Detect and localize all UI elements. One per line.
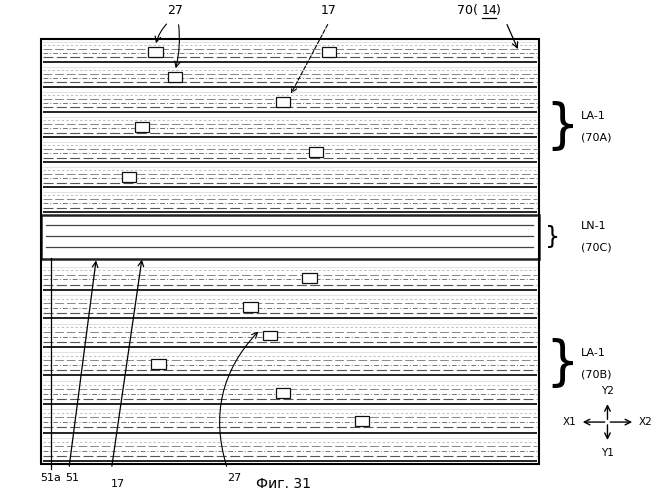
Bar [168, 72, 182, 82]
Bar [276, 388, 290, 398]
Text: 70(: 70( [457, 4, 478, 17]
Bar [122, 172, 136, 182]
Text: LA-1: LA-1 [581, 348, 606, 358]
Text: X1: X1 [563, 417, 576, 427]
Bar [243, 302, 257, 312]
Text: (70B): (70B) [581, 370, 612, 380]
Text: X2: X2 [638, 417, 652, 427]
Bar [355, 416, 369, 426]
Text: Y2: Y2 [601, 386, 614, 396]
Text: }: } [545, 101, 579, 153]
Text: LN-1: LN-1 [581, 221, 607, 231]
Text: ): ) [496, 4, 501, 17]
Text: }: } [545, 338, 579, 390]
Text: (70C): (70C) [581, 242, 612, 252]
Text: (70A): (70A) [581, 133, 612, 143]
Text: 51: 51 [65, 473, 79, 483]
Bar [309, 147, 323, 157]
Text: 17: 17 [111, 479, 125, 489]
Bar [322, 47, 336, 57]
Text: Фиг. 31: Фиг. 31 [256, 477, 311, 491]
Bar [148, 47, 163, 57]
Bar [151, 359, 166, 369]
Bar [263, 330, 277, 340]
Text: 51a: 51a [40, 473, 61, 483]
Text: LA-1: LA-1 [581, 111, 606, 121]
Text: 14: 14 [482, 4, 497, 17]
Text: }: } [545, 225, 561, 249]
Text: 27: 27 [227, 473, 241, 483]
Bar [302, 274, 316, 283]
Text: 27: 27 [167, 4, 183, 17]
Text: 17: 17 [321, 4, 337, 17]
Text: Y1: Y1 [601, 448, 614, 458]
Bar [135, 122, 149, 132]
Bar [276, 97, 290, 107]
FancyBboxPatch shape [41, 214, 539, 259]
